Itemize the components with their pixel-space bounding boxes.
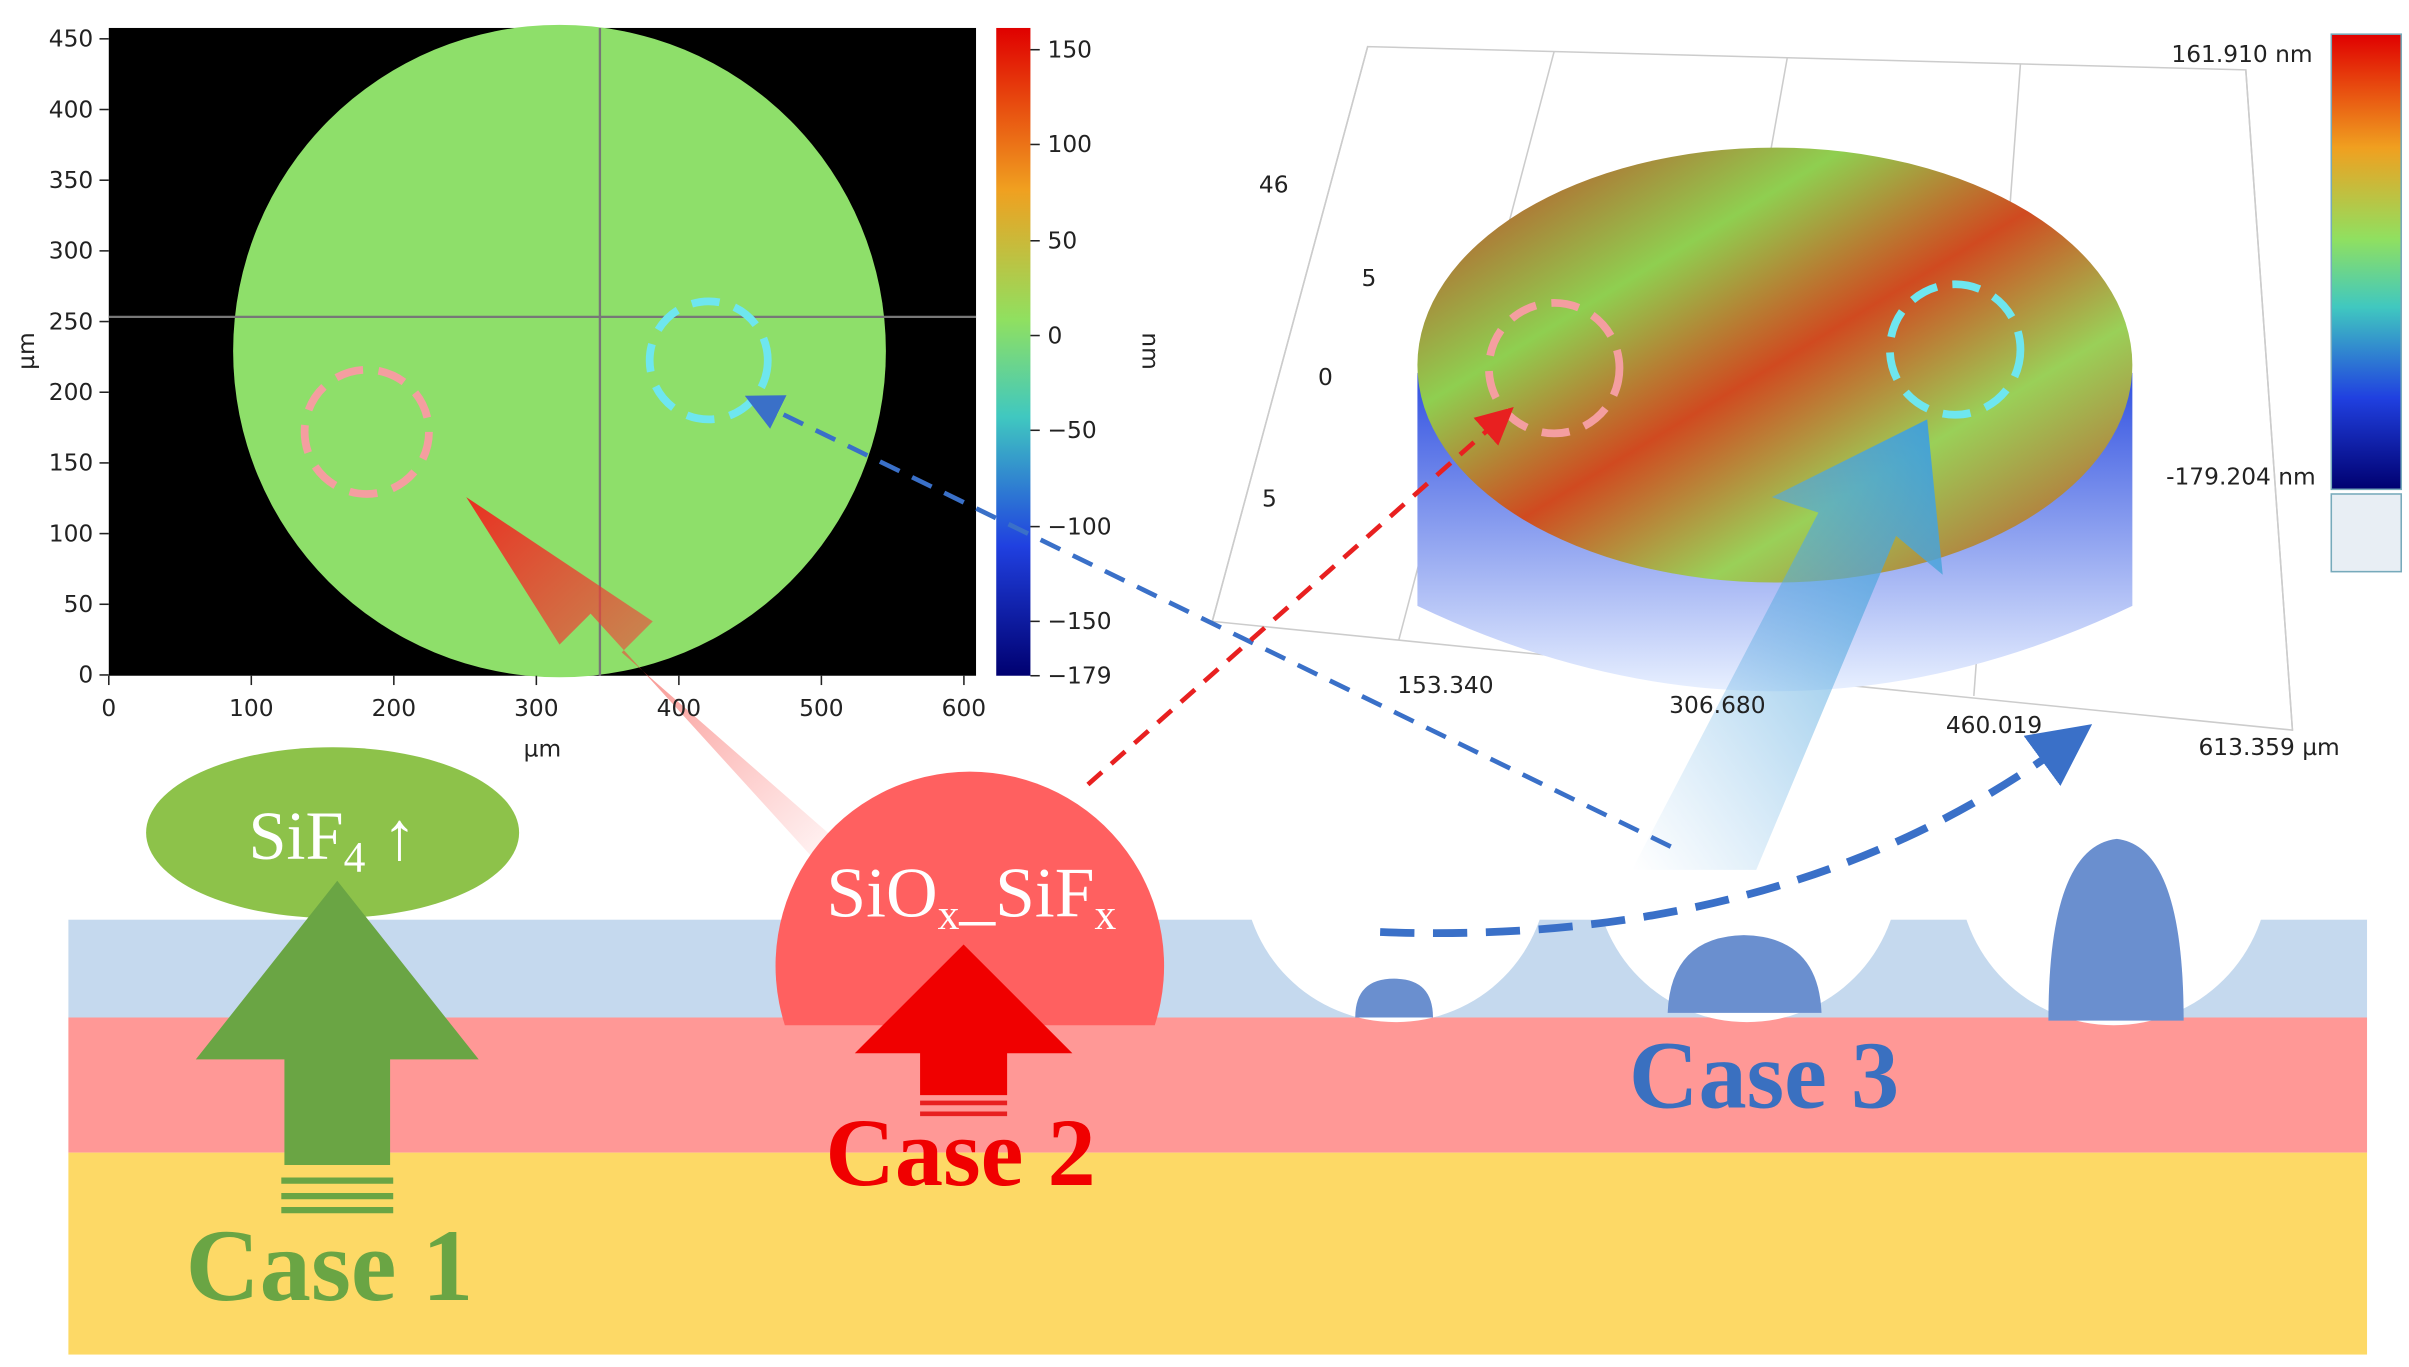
- y-tick-label: 200: [49, 379, 93, 406]
- case2-label: Case 2: [825, 1099, 1095, 1206]
- y-tick-label: 400: [49, 96, 93, 123]
- sample-disk: [233, 24, 886, 678]
- 3d-x-tick-label: 306.680: [1669, 692, 1765, 719]
- siox-bubble: [775, 771, 1165, 1026]
- subscript: x: [938, 891, 960, 939]
- x-tick-label: 300: [514, 695, 558, 722]
- x-tick-label: 0: [101, 695, 116, 722]
- x-tick-label: 500: [799, 695, 843, 722]
- siox-label: SiOx_SiFx: [826, 854, 1116, 939]
- arrow-case3: [1631, 419, 1943, 870]
- colorbar-tick-label: −150: [1048, 608, 1112, 635]
- arrow-case1: [195, 880, 479, 1166]
- y-tick-label: 100: [49, 520, 93, 547]
- 3d-y-tick-label: 0: [1318, 364, 1333, 391]
- 3d-y-tick-label: 5: [1262, 485, 1277, 512]
- defect-circle-pink: [1485, 299, 1624, 438]
- arrow-case2: [466, 497, 871, 870]
- text: SiO: [826, 854, 937, 933]
- text: _SiF: [958, 854, 1094, 933]
- layer-bottom: [68, 1152, 2368, 1355]
- colorbar-tick-label: 150: [1048, 36, 1092, 63]
- colorbar-2d: [996, 27, 1031, 676]
- defect-circle-cyan: [1886, 280, 2025, 419]
- subscript: x: [1095, 891, 1117, 939]
- colorbar-label: nm: [1136, 332, 1163, 369]
- colorbar-tick-label: 0: [1048, 322, 1063, 349]
- x-tick-label: 400: [657, 695, 701, 722]
- arrow-lines: [920, 1100, 1008, 1117]
- x-tick-label: 200: [372, 695, 416, 722]
- colorbar-tick-label: 100: [1048, 131, 1092, 158]
- colorbar-3d: [2330, 33, 2403, 491]
- text: SiF: [249, 798, 344, 874]
- x-axis-label: µm: [524, 736, 562, 763]
- colorbar-tick-label: −179: [1048, 663, 1112, 690]
- arrow-case2-small: [854, 944, 1073, 1096]
- y-axis-label: µm: [13, 332, 40, 370]
- bump: [1667, 935, 1822, 1013]
- icon-button: [2330, 493, 2403, 573]
- disk-top: [1417, 147, 2133, 583]
- x-tick-label: 100: [229, 695, 273, 722]
- colorbar-tick-label: −100: [1048, 513, 1112, 540]
- colorbar-tick-label: −50: [1048, 417, 1097, 444]
- arrow-lines: [281, 1177, 394, 1214]
- colorbar-tick-label: 50: [1048, 228, 1078, 255]
- 3d-y-tick-label: 5: [1361, 265, 1376, 292]
- dashed-curve: [1379, 724, 2093, 938]
- defect-circle-pink: [300, 365, 433, 498]
- colorbar-min: -179.204 nm: [2166, 464, 2316, 491]
- bump: [2048, 838, 2184, 1021]
- y-tick-label: 150: [49, 450, 93, 477]
- x-tick-label: 600: [942, 695, 986, 722]
- y-tick-label: 250: [49, 308, 93, 335]
- y-tick-label: 350: [49, 167, 93, 194]
- y-tick-label: 0: [78, 662, 93, 689]
- bumps: [1355, 838, 2184, 1021]
- case1-label: Case 1: [186, 1210, 474, 1323]
- colorbar-max: 161.910 nm: [2171, 41, 2312, 68]
- 3d-x-tick-label: 153.340: [1397, 672, 1493, 699]
- y-tick-label: 450: [49, 26, 93, 53]
- 3d-y-tick-label: 46: [1259, 172, 1289, 199]
- 3d-x-tick-label: 613.359 µm: [2198, 734, 2339, 761]
- subscript: 4: [344, 833, 366, 881]
- y-tick-label: 50: [64, 591, 94, 618]
- sif4-bubble: [146, 747, 520, 919]
- defect-circle-cyan: [645, 297, 772, 424]
- 3d-x-tick-label: 460.019: [1946, 712, 2042, 739]
- sif4-label: SiF4 ↑: [249, 798, 417, 881]
- bump: [1355, 978, 1433, 1018]
- text: ↑: [365, 798, 416, 874]
- dashed-link: [744, 395, 1672, 849]
- y-tick-label: 300: [49, 238, 93, 265]
- case3-label: Case 3: [1629, 1022, 1899, 1129]
